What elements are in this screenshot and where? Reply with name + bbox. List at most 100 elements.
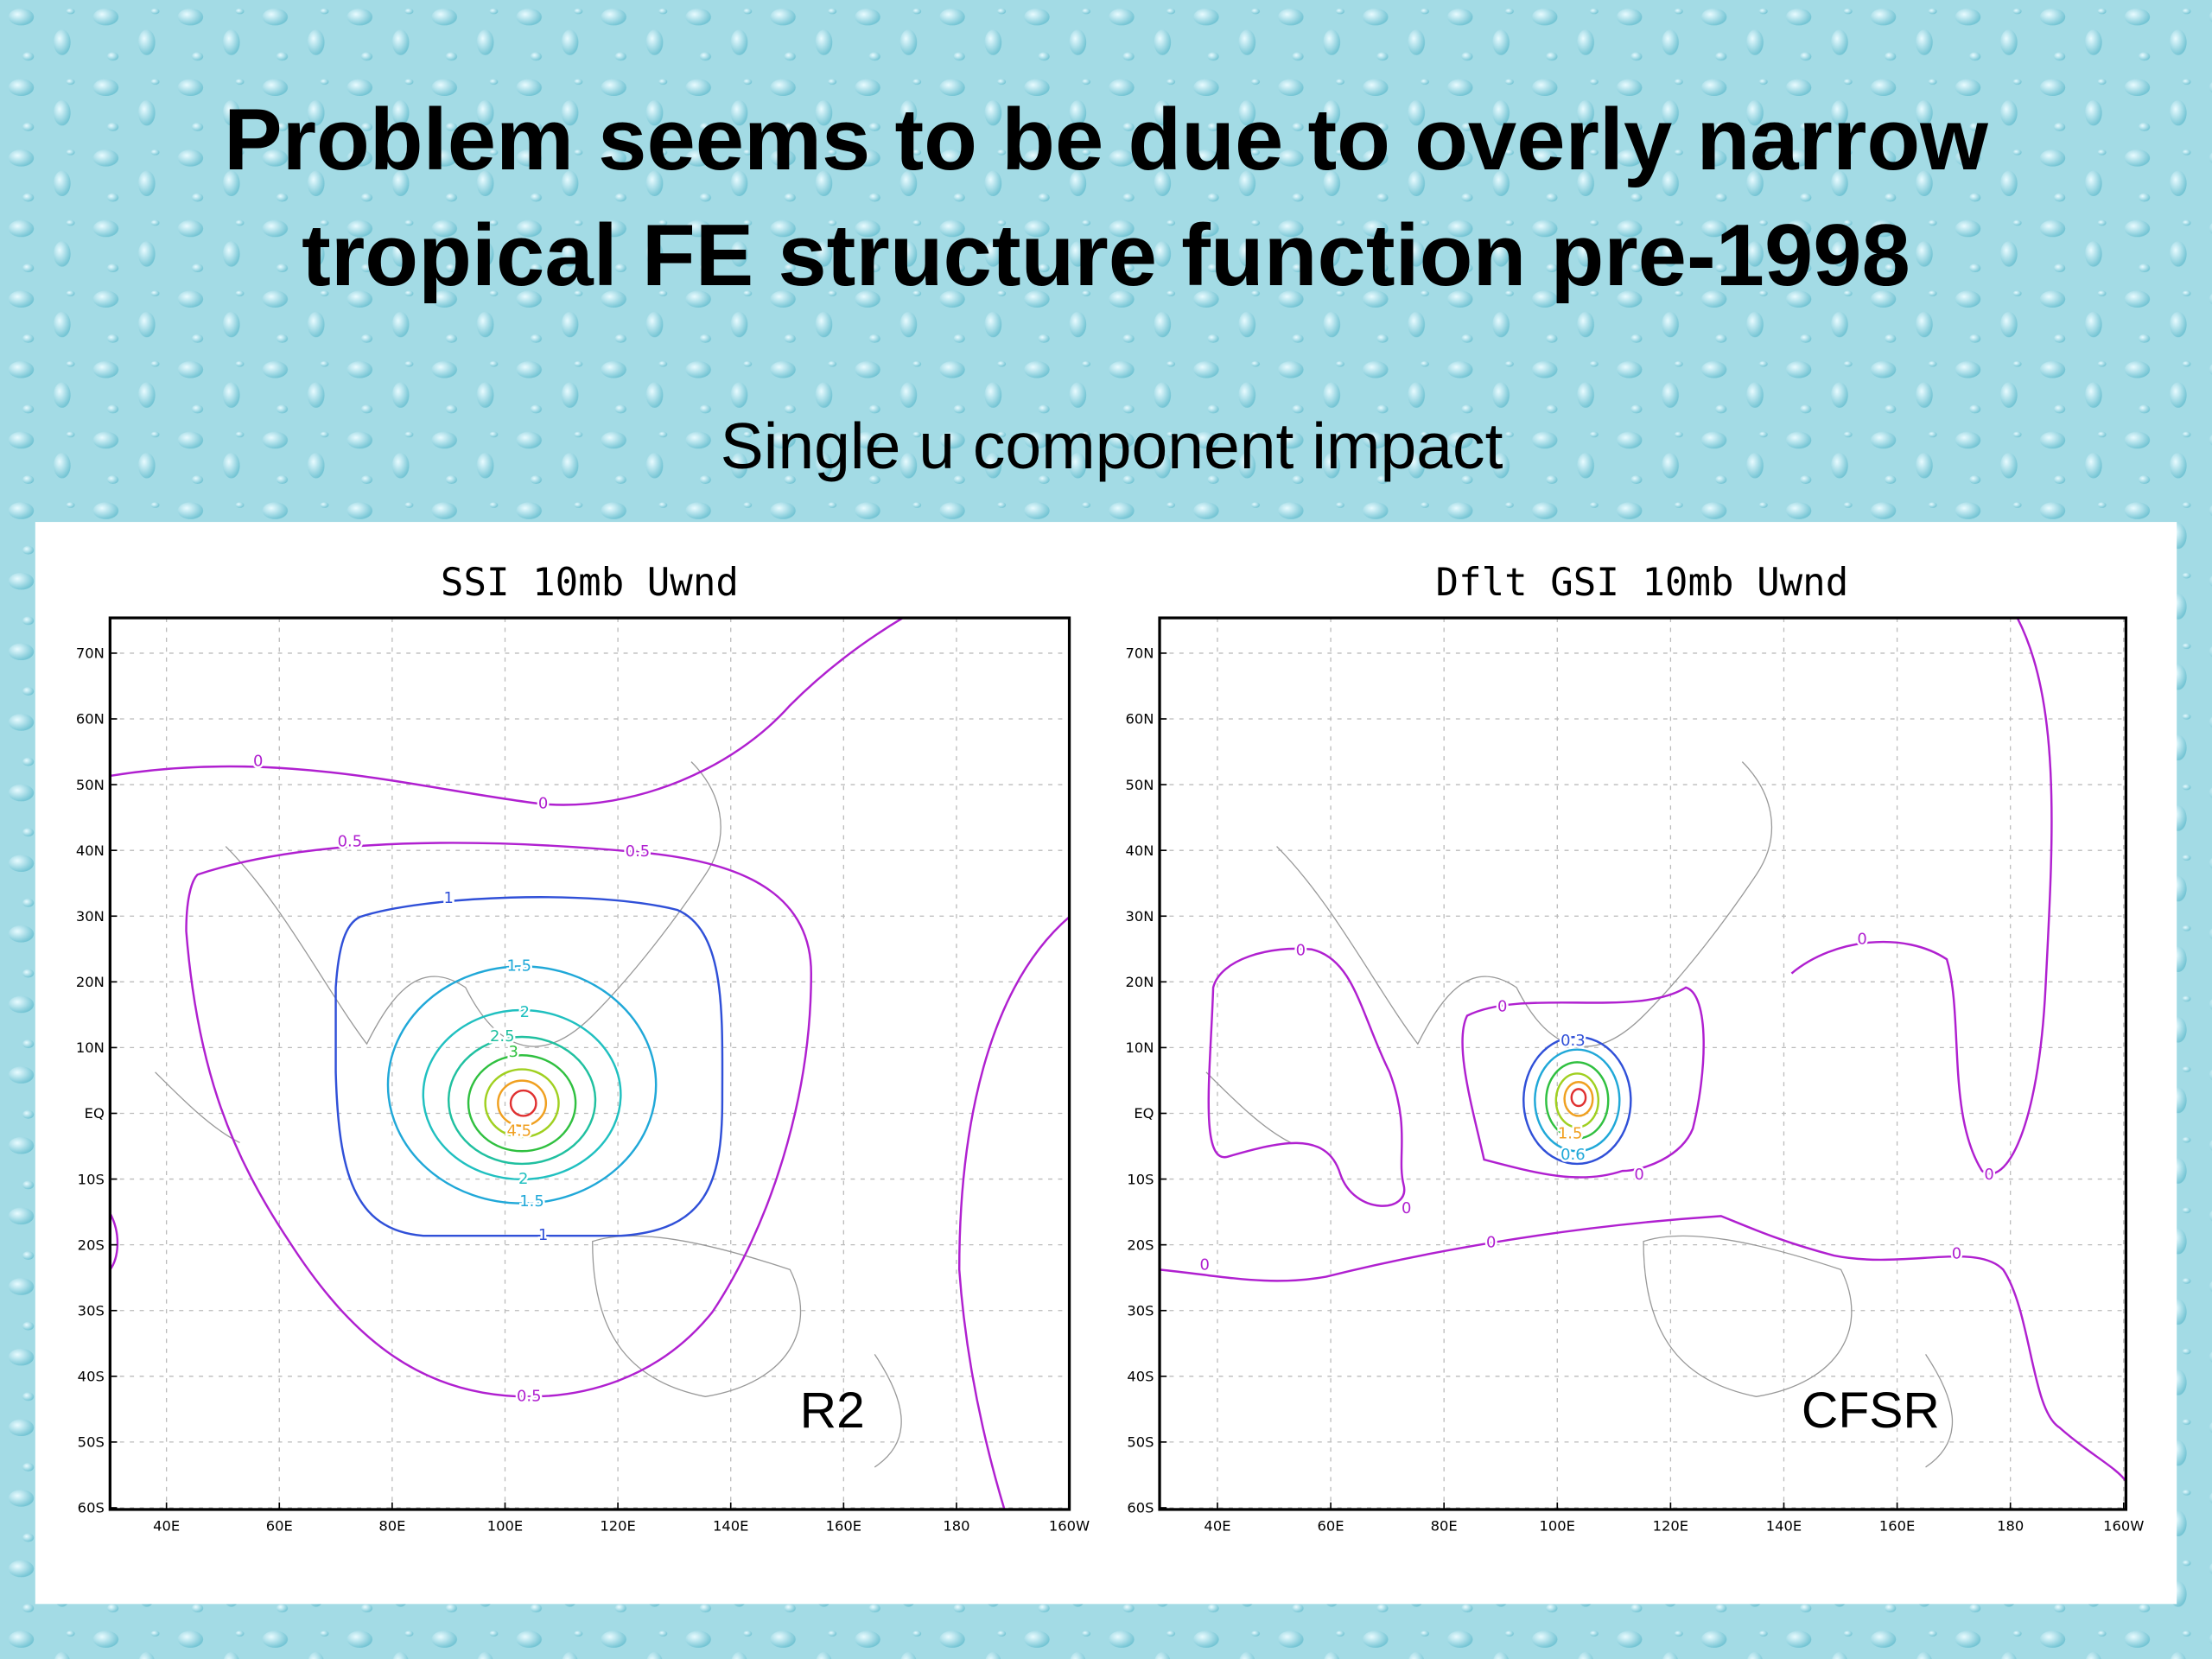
lon-tick-label: 180 <box>943 1517 969 1534</box>
lat-tick-label: 70N <box>76 645 105 662</box>
model-label: CFSR <box>1802 1382 1940 1439</box>
lat-tick-label: EQ <box>85 1105 105 1122</box>
lat-tick-label: 40S <box>78 1369 105 1385</box>
contour-line <box>1159 1215 2127 1483</box>
contour-line <box>1790 617 2053 1175</box>
contour-line <box>957 916 1071 1510</box>
map-panel: Dflt GSI 10mb Uwnd 0 0 0 0 0 0 0 0 0 0.3… <box>1126 561 2145 1534</box>
contour-label: 0 <box>1296 941 1306 959</box>
contour-line <box>422 1008 622 1181</box>
contour-label: 2 <box>518 1170 528 1188</box>
lat-tick-label: 10S <box>1127 1171 1154 1187</box>
panel-title: Dflt GSI 10mb Uwnd <box>1436 561 1849 605</box>
lon-tick-label: 160W <box>1049 1517 1090 1534</box>
subtitle: Single u component impact <box>721 410 1503 482</box>
contour-line <box>334 896 724 1237</box>
contour-label: 0 <box>538 795 548 813</box>
lon-tick-label: 160E <box>1879 1517 1915 1534</box>
lon-tick-label: 100E <box>487 1517 523 1534</box>
contour-label: 1.5 <box>507 957 532 975</box>
contour-label: 0 <box>253 753 263 771</box>
lon-tick-label: 160W <box>2103 1517 2144 1534</box>
map-frame <box>1158 616 2128 1511</box>
contour-label: 1 <box>538 1226 548 1244</box>
lat-tick-label: 50S <box>1127 1434 1154 1451</box>
lon-tick-label: 180 <box>1997 1517 2024 1534</box>
contour-line <box>109 1212 119 1271</box>
contour-label: 0 <box>1857 930 1866 948</box>
lon-tick-label: 80E <box>378 1517 405 1534</box>
contour-line <box>1563 1081 1594 1117</box>
contour-line <box>1207 947 1406 1207</box>
contour-label: 0 <box>1402 1199 1411 1217</box>
contour-label: 2 <box>520 1003 530 1021</box>
lat-tick-label: 30S <box>1127 1302 1154 1319</box>
title-line: Problem seems to be due to overly narrow <box>224 91 1988 188</box>
lat-tick-label: 60S <box>78 1500 105 1516</box>
lon-tick-label: 40E <box>153 1517 180 1534</box>
contour-line <box>484 1068 560 1139</box>
lat-tick-label: 10S <box>78 1171 105 1187</box>
contour-label: 0 <box>1497 998 1507 1016</box>
lat-tick-label: 50S <box>78 1434 105 1451</box>
model-label: R2 <box>800 1382 865 1439</box>
contour-line <box>1570 1088 1587 1108</box>
figure-area <box>35 522 2177 1605</box>
lat-tick-label: 60N <box>76 711 105 728</box>
lat-tick-label: 60N <box>1126 711 1154 728</box>
lat-tick-label: 40S <box>1127 1369 1154 1385</box>
lat-tick-label: 60S <box>1127 1500 1154 1516</box>
lat-tick-label: 20N <box>76 974 105 990</box>
contour-line <box>497 1079 548 1128</box>
contour-label: 0.6 <box>1560 1146 1586 1164</box>
lat-tick-label: 40N <box>76 842 105 859</box>
lat-tick-label: 50N <box>76 777 105 793</box>
lat-tick-label: 70N <box>1126 645 1154 662</box>
lon-tick-label: 80E <box>1431 1517 1458 1534</box>
panel-title: SSI 10mb Uwnd <box>441 561 739 605</box>
lon-tick-label: 60E <box>1318 1517 1344 1534</box>
contour-line <box>185 842 813 1398</box>
contour-label: 0.5 <box>517 1387 542 1405</box>
lat-tick-label: 30N <box>1126 908 1154 925</box>
contour-label: 0 <box>1200 1255 1210 1274</box>
lon-tick-label: 120E <box>1653 1517 1688 1534</box>
lon-tick-label: 120E <box>600 1517 635 1534</box>
contour-label: 0 <box>1486 1233 1496 1251</box>
contour-label: 0.3 <box>1560 1032 1586 1050</box>
contour-line <box>467 1054 577 1153</box>
contour-label: 0.5 <box>338 833 363 851</box>
contour-line <box>1522 1035 1632 1166</box>
lon-tick-label: 140E <box>1766 1517 1802 1534</box>
contour-line <box>447 1035 597 1166</box>
contour-label: 3 <box>509 1043 518 1061</box>
lat-tick-label: 20S <box>78 1236 105 1253</box>
contour-line <box>1554 1072 1600 1128</box>
contour-label: 0 <box>1984 1166 1993 1184</box>
title-line: tropical FE structure function pre-1998 <box>302 207 1910 304</box>
lon-tick-label: 60E <box>266 1517 293 1534</box>
lat-tick-label: 10N <box>1126 1039 1154 1056</box>
contour-label: 1 <box>443 889 453 907</box>
lon-tick-label: 140E <box>713 1517 748 1534</box>
contour-line <box>1461 986 1705 1179</box>
lat-tick-label: 20N <box>1126 974 1154 990</box>
contour-line <box>1545 1061 1610 1140</box>
contour-line <box>509 1089 537 1117</box>
contour-label: 0 <box>1952 1244 1961 1262</box>
contour-label: 0 <box>1634 1166 1643 1184</box>
contour-label: 2.5 <box>490 1027 515 1046</box>
contour-line <box>110 617 904 806</box>
contour-label: 0.5 <box>626 842 651 861</box>
coastline <box>1205 761 1954 1468</box>
contour-line <box>1534 1048 1621 1153</box>
contour-label: 4.5 <box>507 1122 532 1140</box>
contour-label: 1.5 <box>1558 1125 1583 1143</box>
lon-tick-label: 40E <box>1204 1517 1230 1534</box>
lat-tick-label: 50N <box>1126 777 1154 793</box>
lat-tick-label: 30S <box>78 1302 105 1319</box>
contour-line <box>386 965 658 1205</box>
contour-label: 1.5 <box>519 1192 544 1211</box>
